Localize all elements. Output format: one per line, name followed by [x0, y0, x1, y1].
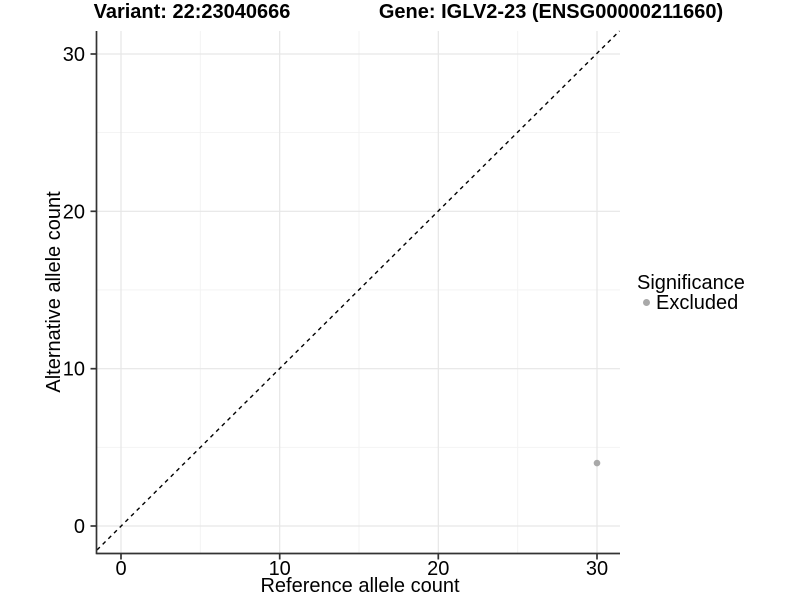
plot-title-variant: Variant: 22:23040666 — [94, 1, 291, 23]
tick-marks — [90, 53, 598, 560]
x-tick-label-10: 10 — [269, 558, 291, 580]
x-tick-label-30: 30 — [586, 558, 608, 580]
y-tick-label-30: 30 — [63, 44, 85, 66]
y-tick-labels: 0 10 20 30 — [63, 44, 85, 538]
data-point-excluded — [593, 459, 601, 467]
legend: Significance Excluded — [637, 272, 745, 314]
legend-entry-excluded: Excluded — [656, 292, 738, 314]
x-tick-labels: 0 10 20 30 — [115, 558, 608, 580]
x-axis-title: Reference allele count — [260, 575, 459, 597]
identity-reference-line — [96, 30, 620, 551]
x-tick-label-0: 0 — [115, 558, 126, 580]
plot-title-gene: Gene: IGLV2-23 (ENSG00000211660) — [379, 1, 723, 23]
y-tick-label-20: 20 — [63, 201, 85, 223]
x-tick-label-20: 20 — [427, 558, 449, 580]
y-tick-label-0: 0 — [74, 516, 85, 538]
y-tick-label-10: 10 — [63, 359, 85, 381]
legend-title: Significance — [637, 272, 745, 294]
legend-key-dot — [643, 299, 650, 306]
axes — [95, 31, 620, 555]
y-axis-title: Alternative allele count — [43, 191, 65, 393]
